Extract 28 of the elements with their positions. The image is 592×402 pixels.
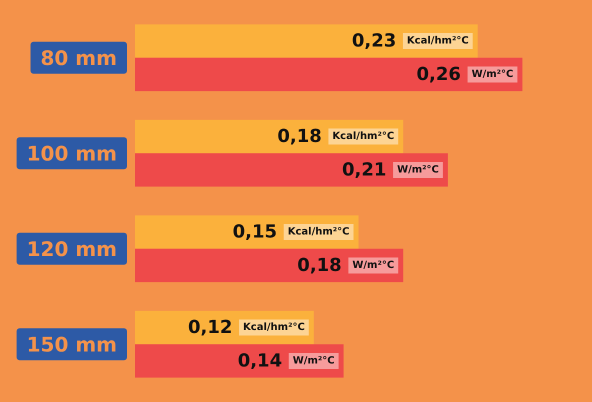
y-tick-label: 100 mm [26, 141, 117, 166]
data-label: 0,12 [188, 317, 232, 338]
data-label: 0,15 [232, 222, 278, 243]
bar [135, 344, 344, 378]
bar [135, 215, 358, 249]
series-label: W/m²°C [472, 68, 514, 80]
data-label: 0,26 [416, 64, 461, 85]
data-label: 0,21 [342, 159, 386, 180]
bar [135, 24, 478, 58]
y-tick-label: 120 mm [26, 236, 117, 261]
data-label: 0,18 [277, 126, 322, 148]
text: W/m²°C [292, 355, 335, 366]
series-label: Kcal/hm²°C [406, 36, 469, 47]
text: Kcal/hm²°C [332, 131, 394, 142]
text: Kcal/hm²°C [288, 226, 350, 238]
y-tick-label: 80 mm [40, 46, 117, 70]
data-label: 0,14 [238, 350, 282, 372]
bar [135, 310, 314, 344]
text: W/m²°C [397, 164, 439, 176]
text: W/m²°C [352, 260, 394, 271]
data-label: 0,18 [297, 254, 342, 276]
bar [135, 120, 404, 154]
bar [135, 248, 404, 282]
bar [135, 153, 448, 187]
y-tick-label: 150 mm [26, 332, 117, 356]
bar [135, 58, 522, 92]
text: Kcal/hm²°C [243, 322, 305, 334]
data-label: 0,23 [352, 30, 396, 52]
